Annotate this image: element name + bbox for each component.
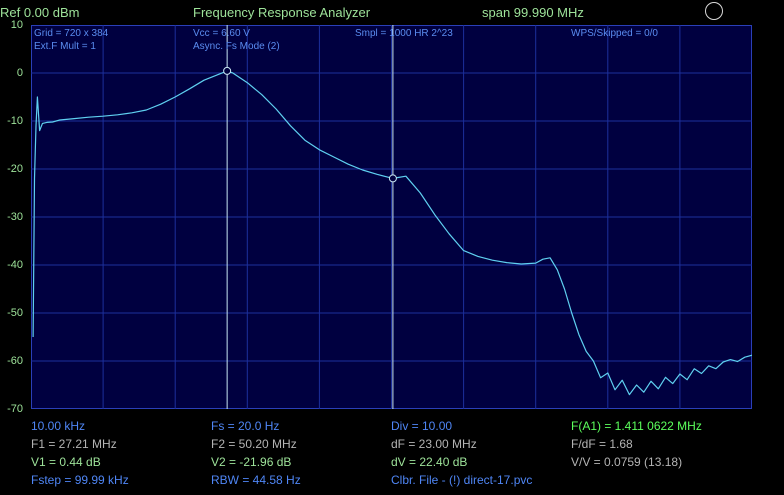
v1-readout: V1 = 0.44 dB	[31, 455, 101, 469]
ref-level: Ref 0.00 dBm	[0, 5, 80, 20]
response-chart[interactable]	[31, 25, 752, 409]
ext-mult-info: Ext.F Mult = 1	[34, 41, 96, 52]
sampling-info: Smpl = 1000 HR 2^23	[355, 28, 453, 39]
rbw-readout: RBW = 44.58 Hz	[211, 473, 301, 487]
wps-info: WPS/Skipped = 0/0	[571, 28, 658, 39]
fstep-readout: Fstep = 99.99 kHz	[31, 473, 129, 487]
start-frequency: 10.00 kHz	[31, 419, 86, 433]
v2-readout: V2 = -21.96 dB	[211, 455, 292, 469]
y-tick-label: -30	[7, 211, 23, 223]
mode-info: Async. Fs Mode (2)	[193, 41, 280, 52]
markers	[226, 25, 394, 409]
y-tick-label: -20	[7, 163, 23, 175]
calibration-file: Clbr. File - (!) direct-17.pvc	[391, 473, 533, 487]
marker-1-handle[interactable]	[223, 66, 232, 75]
vcc-info: Vcc = 6.60 V	[193, 28, 250, 39]
fa1-readout: F(A1) = 1.411 0622 MHz	[571, 419, 702, 433]
f2-readout: F2 = 50.20 MHz	[211, 437, 297, 451]
y-tick-label: -50	[7, 307, 23, 319]
y-tick-label: -10	[7, 115, 23, 127]
y-tick-label: 0	[16, 67, 23, 79]
y-tick-label: 10	[10, 19, 23, 31]
fs-readout: Fs = 20.0 Hz	[211, 419, 280, 433]
window-title: Frequency Response Analyzer	[193, 5, 371, 20]
grid	[31, 25, 752, 409]
df-readout: dF = 23.00 MHz	[391, 437, 477, 451]
v-v-readout: V/V = 0.0759 (13.18)	[571, 455, 683, 469]
f1-readout: F1 = 27.21 MHz	[31, 437, 117, 451]
y-tick-label: -60	[7, 355, 23, 367]
circle-button[interactable]	[705, 2, 723, 20]
response-trace	[32, 70, 752, 396]
y-tick-label: -40	[7, 259, 23, 271]
grid-info: Grid = 720 x 384	[34, 28, 109, 39]
marker-2-handle[interactable]	[388, 174, 397, 183]
dv-readout: dV = 22.40 dB	[391, 455, 468, 469]
y-tick-label: -70	[7, 403, 23, 415]
div-readout: Div = 10.00	[391, 419, 453, 433]
f-df-readout: F/dF = 1.68	[571, 437, 633, 451]
span-readout: span 99.990 MHz	[482, 5, 584, 20]
marker-handles[interactable]	[223, 66, 397, 183]
